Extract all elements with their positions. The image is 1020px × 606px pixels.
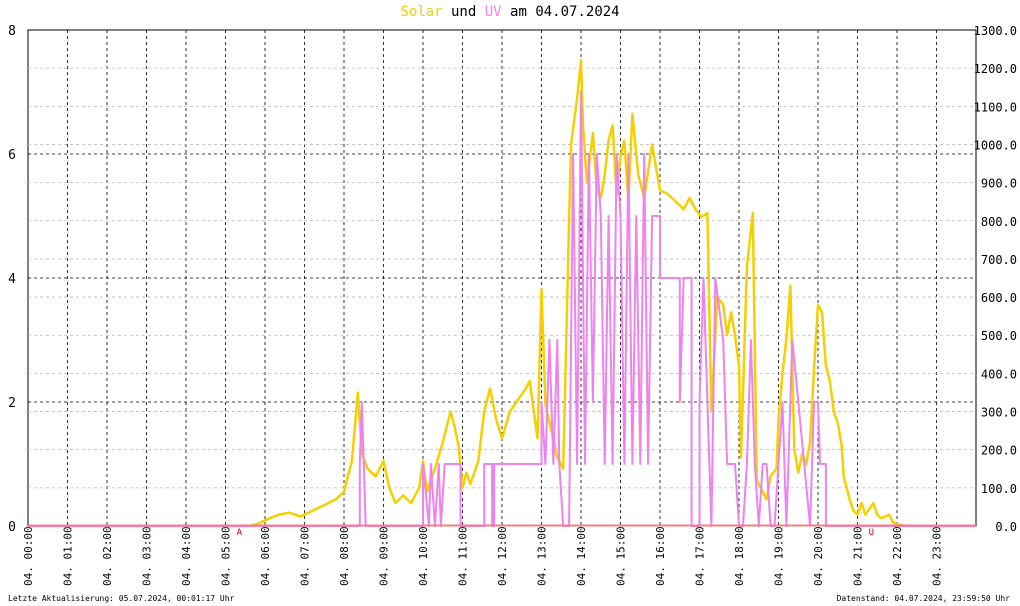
- x-tick-label: 04. 18:00: [733, 526, 746, 586]
- sunset-marker: U: [869, 528, 874, 538]
- x-tick-label: 04. 05:00: [220, 526, 233, 586]
- x-tick-label: 04. 04:00: [180, 526, 193, 586]
- x-tick-label: 04. 12:00: [496, 526, 509, 586]
- series-layer: [28, 59, 976, 528]
- y-left-tick-label: 6: [8, 148, 16, 163]
- x-tick-label: 04. 07:00: [299, 526, 312, 586]
- x-tick-label: 04. 00:00: [22, 526, 35, 586]
- x-tick-label: 04. 21:00: [852, 526, 865, 586]
- y-right-tick-label: 200.0: [981, 444, 1017, 458]
- x-tick-label: 04. 14:00: [575, 526, 588, 586]
- y-right-tick-label: 300.0: [981, 406, 1017, 420]
- y-right-tick-label: 100.0: [981, 482, 1017, 496]
- grid-layer: [27, 29, 977, 527]
- x-tick-label: 04. 20:00: [812, 526, 825, 586]
- y-right-tick-label: 1200.0: [974, 62, 1017, 76]
- x-tick-label: 04. 11:00: [457, 526, 470, 586]
- y-right-tick-label: 400.0: [981, 367, 1017, 381]
- series-solar-line: [28, 59, 976, 528]
- y-right-tick-label: 1100.0: [974, 100, 1017, 114]
- y-left-tick-label: 4: [8, 272, 16, 287]
- x-tick-label: 04. 23:00: [931, 526, 944, 586]
- title-uv: UV: [484, 4, 502, 20]
- y-right-tick-label: 1000.0: [974, 138, 1017, 152]
- title-und: und: [450, 4, 477, 20]
- y-right-tick-label: 700.0: [981, 253, 1017, 267]
- y-right-tick-label: 600.0: [981, 291, 1017, 305]
- axis-labels-layer: 0 2 4 6 8 0.0 100.0 200.0 300.0 400.0 500.0 600.0 70…: [8, 24, 1017, 586]
- footer-last-update: Letzte Aktualisierung: 05.07.2024, 00:01…: [8, 594, 235, 603]
- x-tick-label: 04. 19:00: [773, 526, 786, 586]
- x-tick-label: 04. 16:00: [654, 526, 667, 586]
- title-solar: Solar: [400, 4, 443, 20]
- x-tick-label: 04. 15:00: [615, 526, 628, 586]
- x-tick-label: 04. 02:00: [101, 526, 114, 586]
- y-left-tick-label: 0: [8, 520, 16, 535]
- y-right-tick-label: 800.0: [981, 215, 1017, 229]
- x-tick-label: 04. 10:00: [417, 526, 430, 586]
- x-tick-label: 04. 08:00: [338, 526, 351, 586]
- sunrise-marker: A: [237, 528, 243, 538]
- title-date: 04.07.2024: [535, 4, 620, 20]
- x-tick-label: 04. 13:00: [536, 526, 549, 586]
- y-right-tick-label: 1300.0: [974, 24, 1017, 38]
- x-tick-label: 04. 09:00: [378, 526, 391, 586]
- x-tick-label: 04. 03:00: [141, 526, 154, 586]
- x-tick-label: 04. 06:00: [259, 526, 272, 586]
- x-tick-label: 04. 01:00: [62, 526, 75, 586]
- x-tick-label: 04. 17:00: [694, 526, 707, 586]
- y-right-tick-label: 500.0: [981, 329, 1017, 343]
- title-am: am: [510, 4, 527, 20]
- y-left-tick-label: 8: [8, 24, 16, 39]
- y-right-tick-label: 900.0: [981, 177, 1017, 191]
- footer-data-status: Datenstand: 04.07.2024, 23:59:50 Uhr: [836, 594, 1010, 603]
- y-left-tick-label: 2: [8, 396, 16, 411]
- chart-title: Solar und UV am 04.07.2024: [0, 4, 1020, 20]
- x-tick-label: 04. 22:00: [891, 526, 904, 586]
- y-right-tick-label: 0.0: [995, 520, 1017, 534]
